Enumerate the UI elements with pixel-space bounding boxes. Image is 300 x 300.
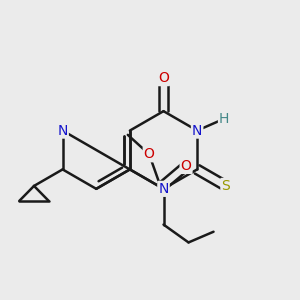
Text: O: O: [144, 147, 154, 161]
Text: N: N: [158, 182, 169, 196]
Text: O: O: [181, 159, 191, 173]
Text: H: H: [219, 112, 230, 126]
Text: S: S: [221, 179, 230, 193]
Text: O: O: [158, 71, 169, 85]
Text: N: N: [57, 124, 68, 138]
Text: N: N: [192, 124, 202, 138]
